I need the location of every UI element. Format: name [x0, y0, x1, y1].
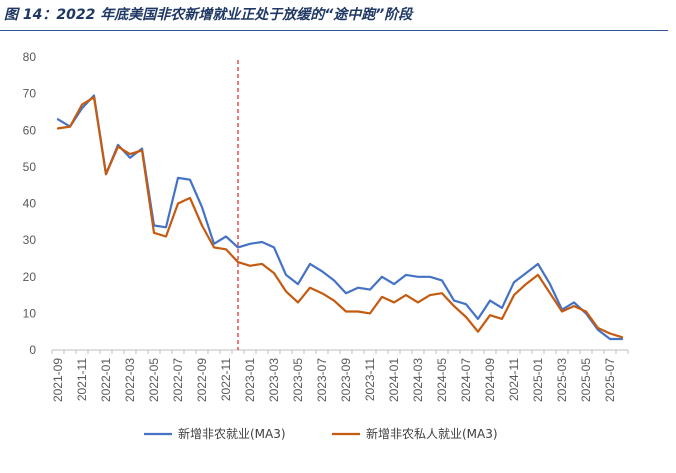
series-layer	[56, 94, 624, 341]
x-tick-label: 2023-09	[339, 358, 353, 402]
legend-label-2: 新增非农私人就业(MA3)	[366, 426, 498, 441]
title-divider	[0, 30, 668, 31]
x-axis: 2021-09 2021-11 2022-01 2022-03 2022-05 2022-…	[51, 349, 629, 402]
x-tick-label: 2025-01	[531, 358, 545, 402]
x-tick-label: 2023-03	[267, 358, 281, 402]
y-tick-label: 70	[23, 87, 37, 101]
legend: 新增非农就业(MA3) 新增非农私人就业(MA3)	[144, 426, 498, 441]
x-tick-label: 2022-09	[195, 358, 209, 402]
x-tick-label: 2024-01	[387, 358, 401, 402]
y-tick-label: 0	[29, 343, 36, 357]
y-tick-label: 40	[23, 197, 37, 211]
x-tick-label: 2022-01	[99, 358, 113, 402]
x-tick-label: 2022-05	[147, 358, 161, 402]
y-tick-label: 80	[23, 50, 37, 64]
figure-title: 图 14：2022 年底美国非农新增就业正处于放缓的“途中跑”阶段	[4, 7, 413, 23]
y-tick-label: 30	[23, 233, 37, 247]
x-tick-label: 2022-07	[171, 358, 185, 402]
y-tick-label: 50	[23, 160, 37, 174]
x-tick-label: 2024-09	[483, 358, 497, 402]
x-tick-label: 2024-11	[507, 358, 521, 401]
x-tick-label: 2024-07	[459, 358, 473, 402]
x-tick-label: 2022-11	[219, 358, 233, 401]
series-line-1	[56, 94, 624, 341]
x-tick-label: 2024-03	[411, 358, 425, 402]
x-tick-label: 2025-03	[555, 358, 569, 402]
x-tick-label: 2022-03	[123, 358, 137, 402]
series-line-2	[56, 96, 624, 339]
y-tick-label: 20	[23, 270, 37, 284]
x-tick-label: 2021-11	[75, 358, 89, 401]
y-tick-label: 10	[23, 306, 37, 320]
x-tick-label: 2023-05	[291, 358, 305, 402]
x-tick-label: 2024-05	[435, 358, 449, 402]
x-tick-label: 2023-07	[315, 358, 329, 402]
x-tick-label: 2025-05	[579, 358, 593, 402]
x-tick-label: 2023-01	[243, 358, 257, 402]
x-tick-label: 2021-09	[51, 358, 65, 402]
x-tick-label: 2023-11	[363, 358, 377, 401]
y-axis: 0 10 20 30 40 50 60 70 80	[23, 50, 37, 357]
x-tick-label: 2025-07	[603, 358, 617, 402]
legend-label-1: 新增非农就业(MA3)	[178, 426, 286, 441]
y-tick-label: 60	[23, 123, 37, 137]
